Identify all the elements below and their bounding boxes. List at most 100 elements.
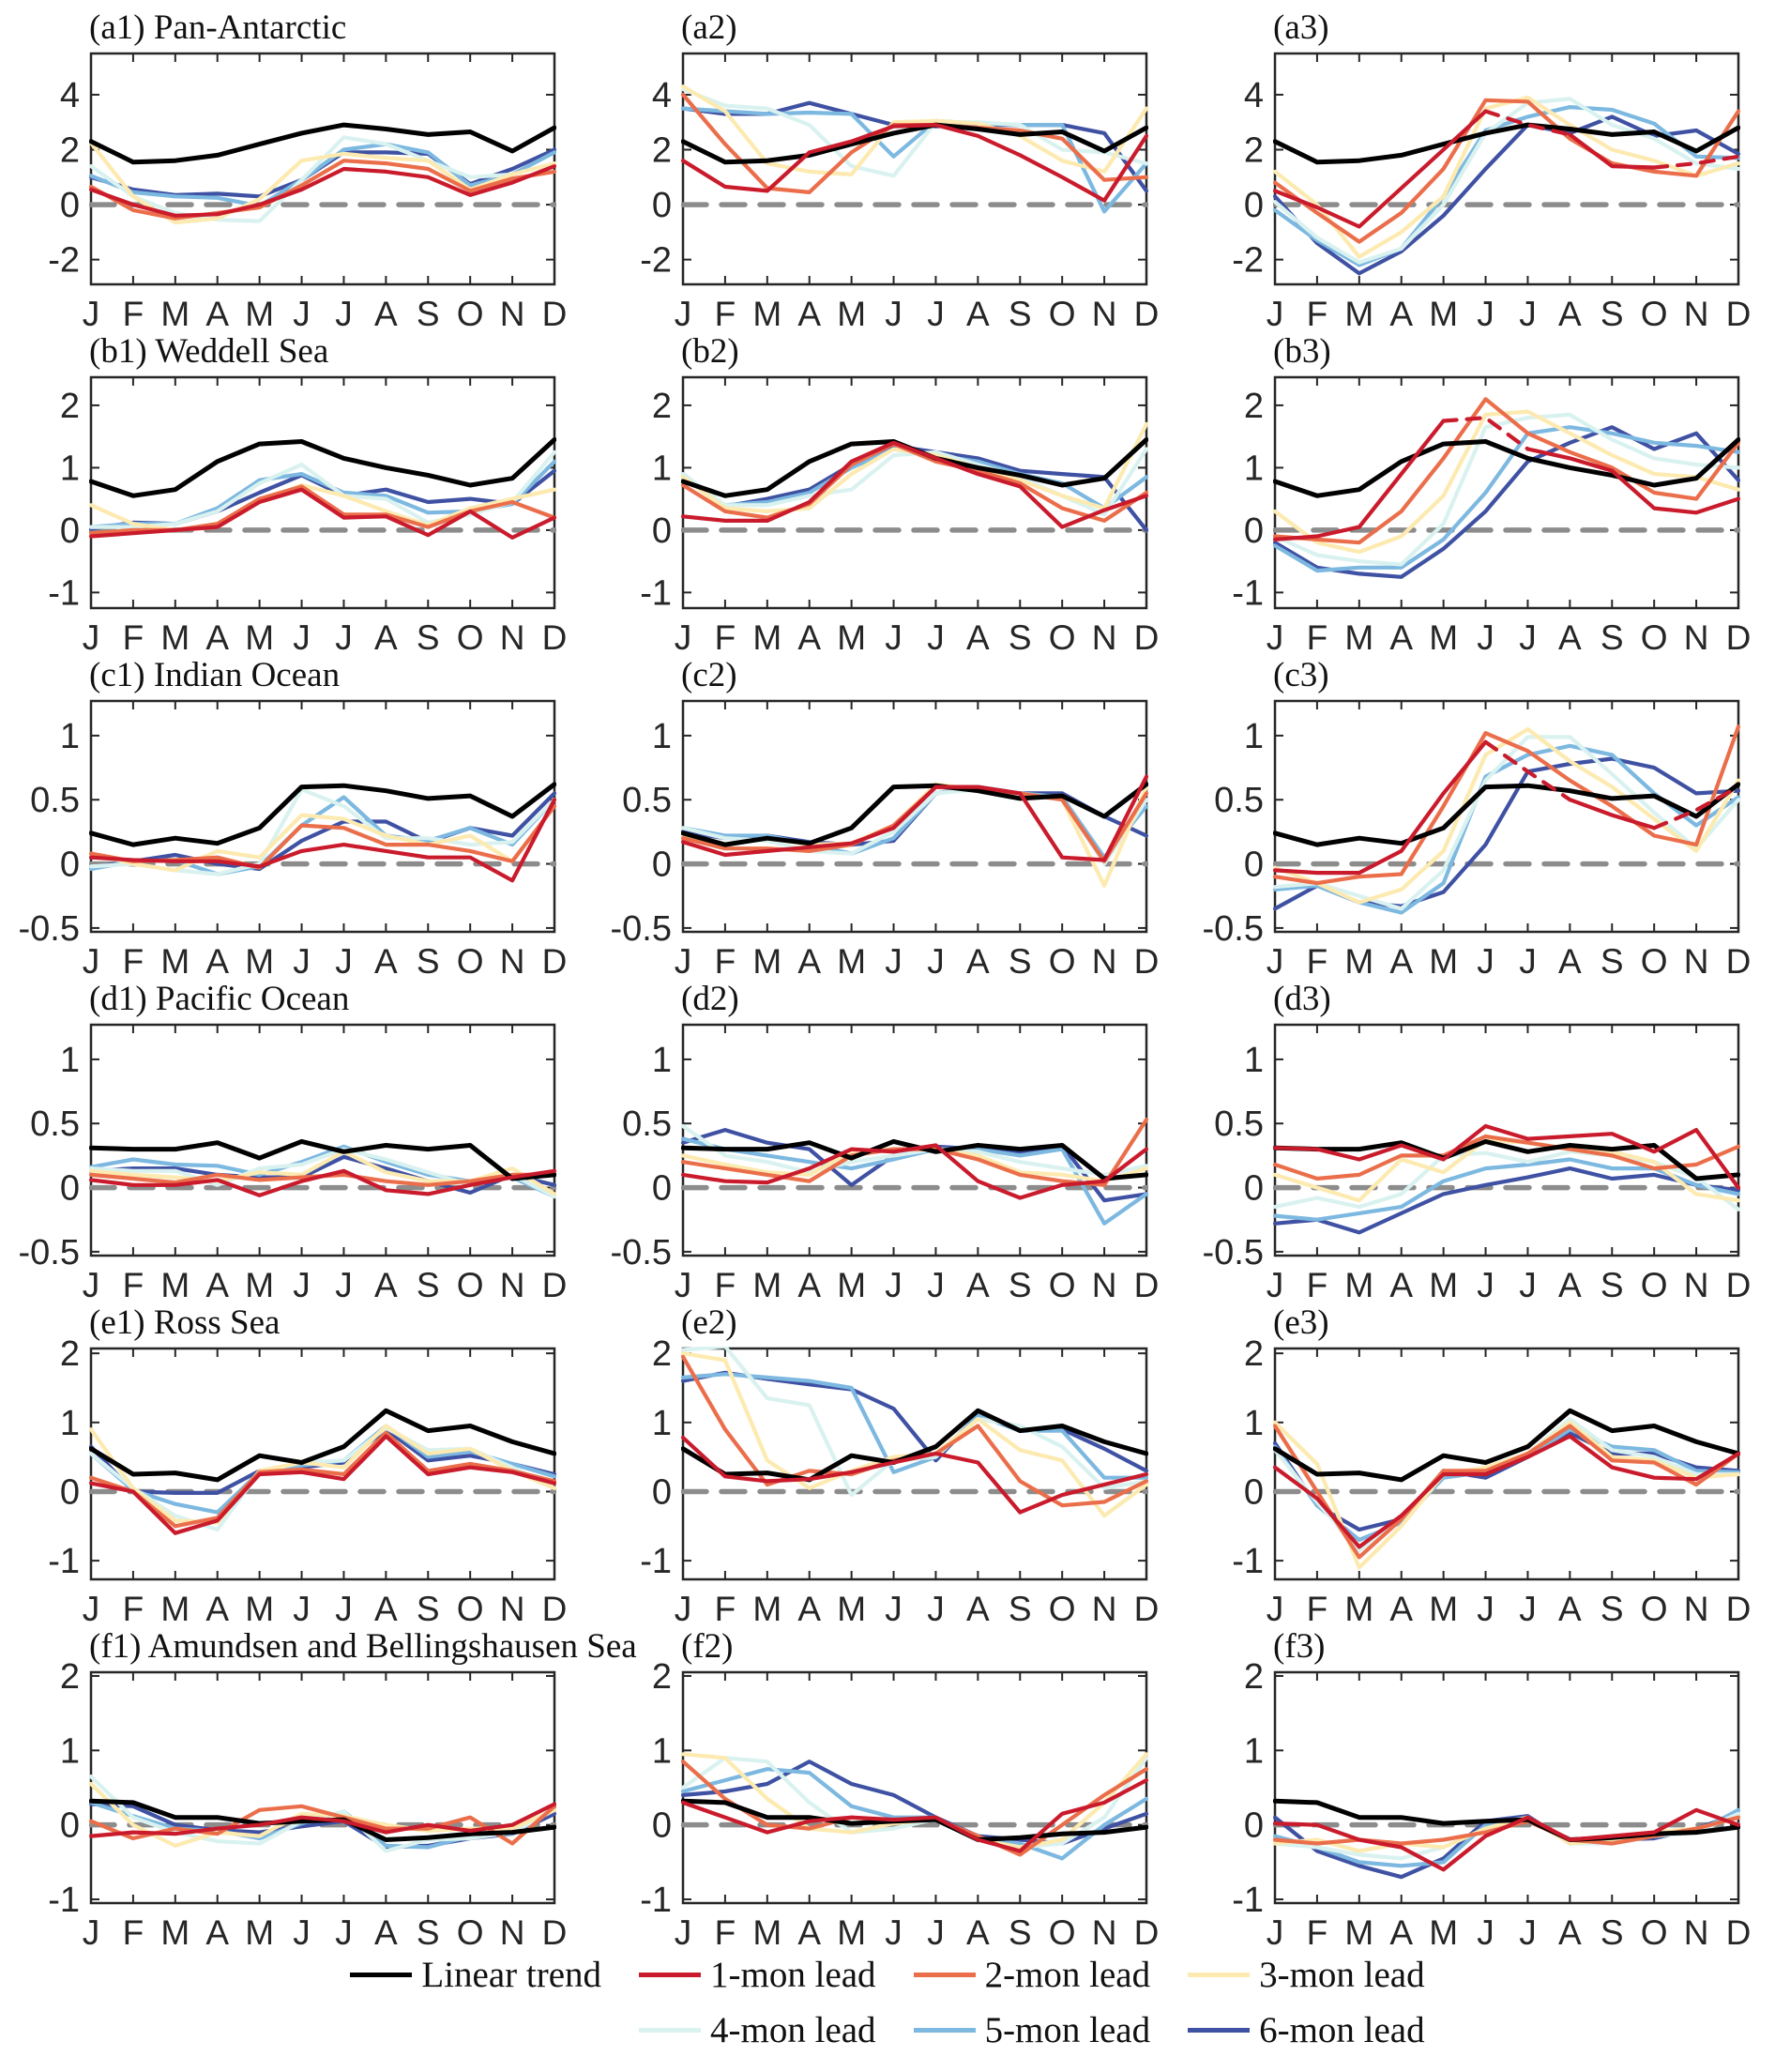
x-tick-label: A [966, 1590, 990, 1628]
x-tick-label: M [752, 942, 781, 981]
x-tick-label: M [837, 295, 866, 333]
x-tick-label: M [752, 1266, 781, 1304]
x-tick-label: A [374, 618, 398, 657]
series-lead6 [1273, 1430, 1740, 1532]
x-tick-label: S [1009, 1913, 1032, 1952]
y-tick-label: 1 [652, 1404, 672, 1443]
y-tick-label: 0.5 [30, 1105, 80, 1144]
x-tick-label: O [457, 618, 484, 657]
x-tick-label: J [885, 295, 903, 333]
y-tick-label: 0 [60, 1169, 80, 1209]
x-tick-label: N [1684, 618, 1709, 657]
x-tick-label: J [293, 1913, 311, 1952]
x-tick-label: J [1519, 618, 1537, 657]
x-tick-label: A [1558, 1266, 1582, 1304]
y-tick-label: 2 [60, 387, 80, 426]
y-tick-label: 1 [652, 717, 672, 756]
series-trend [89, 782, 556, 847]
x-tick-label: N [1684, 295, 1709, 333]
y-tick-label: 1 [652, 1731, 672, 1771]
x-tick-label: M [837, 1913, 866, 1952]
series-lead4 [681, 1756, 1148, 1850]
y-tick-label: 1 [1244, 1404, 1264, 1443]
x-tick-label: M [160, 1913, 190, 1952]
x-tick-label: O [457, 295, 484, 333]
series-lead4 [1273, 735, 1740, 911]
x-tick-label: A [374, 1266, 398, 1304]
x-tick-label: S [1601, 942, 1624, 981]
x-tick-label: S [1601, 1913, 1624, 1952]
x-tick-label: S [1009, 1590, 1032, 1628]
x-tick-label: D [1134, 1590, 1160, 1628]
y-tick-label: 0 [60, 846, 80, 885]
series-lead1 [1273, 416, 1740, 541]
x-tick-label: J [1477, 942, 1494, 981]
y-tick-label: 0 [60, 186, 80, 225]
x-tick-label: F [1307, 1590, 1328, 1628]
y-tick-label: -1 [640, 573, 672, 613]
y-tick-label: 1 [60, 1041, 80, 1080]
x-tick-label: O [1049, 295, 1076, 333]
series-lead2 [1273, 1134, 1740, 1181]
panel-title: (c2) [681, 656, 737, 694]
x-tick-label: J [927, 1590, 945, 1628]
x-tick-label: J [675, 1266, 692, 1304]
y-tick-label: 2 [652, 387, 672, 426]
x-tick-label: F [715, 1590, 736, 1628]
x-tick-label: O [457, 1590, 484, 1628]
x-tick-label: A [374, 1590, 398, 1628]
x-tick-label: A [205, 1266, 229, 1304]
x-tick-label: J [1267, 295, 1284, 333]
panel-title: (b1) Weddell Sea [89, 332, 329, 371]
panel-title: (c1) Indian Ocean [89, 656, 341, 694]
legend-label: 3-mon lead [1259, 1955, 1425, 1995]
chart-c3: J F M A M J J A S O N D10.50-0.5 [1203, 699, 1751, 981]
x-tick-label: M [160, 942, 190, 981]
x-tick-label: D [542, 1590, 568, 1628]
y-tick-label: 2 [652, 131, 672, 171]
x-tick-label: M [837, 942, 866, 981]
series-lead1 [681, 1143, 1148, 1200]
x-tick-label: S [417, 1913, 440, 1952]
x-tick-label: F [123, 1590, 144, 1628]
x-tick-label: A [797, 618, 821, 657]
x-tick-label: A [797, 1590, 821, 1628]
x-tick-label: F [123, 942, 144, 981]
legend-label: Linear trend [421, 1955, 602, 1995]
panel-title: (e3) [1273, 1303, 1329, 1342]
series-trend [1273, 1798, 1740, 1842]
series-trend [89, 437, 556, 498]
x-tick-label: J [1267, 618, 1284, 657]
x-tick-label: M [1344, 1590, 1373, 1628]
x-tick-label: A [374, 942, 398, 981]
series-lead5 [1273, 104, 1740, 267]
x-tick-label: A [1389, 295, 1413, 333]
y-tick-label: 1 [1244, 1731, 1264, 1771]
legend-label: 6-mon lead [1259, 2010, 1425, 2050]
x-tick-label: J [675, 1913, 692, 1952]
x-tick-label: M [837, 1590, 866, 1628]
x-tick-label: O [457, 1266, 484, 1304]
x-tick-label: M [245, 1266, 274, 1304]
panel-title: (f2) [681, 1627, 734, 1666]
plot-box [89, 699, 556, 934]
panel-title: (a2) [681, 8, 737, 47]
x-tick-label: D [542, 942, 568, 981]
panel-title: (f1) Amundsen and Bellingshausen Sea [89, 1627, 637, 1666]
x-tick-label: J [335, 1913, 353, 1952]
x-tick-label: J [675, 295, 692, 333]
legend-label: 2-mon lead [984, 1955, 1151, 1995]
series-trend [1273, 437, 1740, 498]
y-tick-label: 0 [1244, 511, 1264, 551]
series-lead1 [89, 1168, 556, 1197]
series-lead1 [681, 1435, 1148, 1515]
y-tick-label: 0 [1244, 846, 1264, 885]
panel-d2: (d2) J F M A M J J A S O N D 1 0.5 0 -0.5 [592, 971, 1184, 1304]
x-tick-label: M [160, 295, 190, 333]
chart-c2: J F M A M J J A S O N D10.50-0.5 [611, 699, 1159, 981]
y-tick-label: 0.5 [622, 781, 672, 820]
series-lead3 [681, 84, 1148, 176]
